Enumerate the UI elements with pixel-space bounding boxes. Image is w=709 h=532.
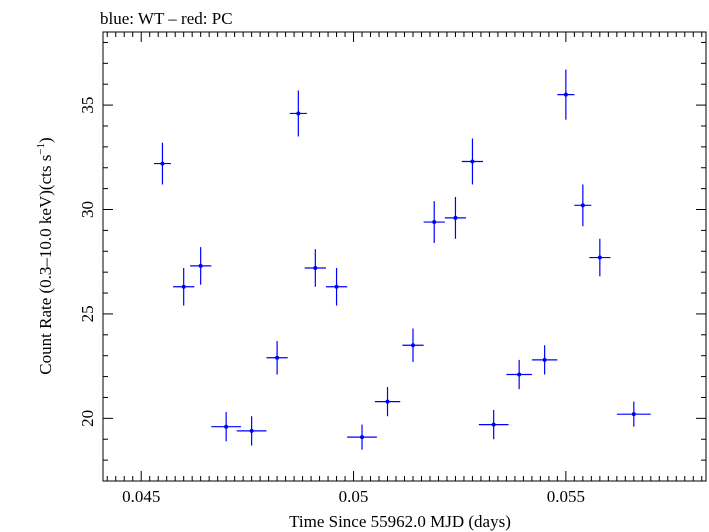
data-point <box>153 142 171 185</box>
point-marker <box>563 92 568 97</box>
point-marker <box>491 422 496 427</box>
point-marker <box>385 399 390 404</box>
point-marker <box>224 424 229 429</box>
point-marker <box>631 412 636 417</box>
y-tick-label: 20 <box>78 410 97 427</box>
tick-labels: 0.045 0.05 0.055 20 25 30 35 <box>78 97 585 506</box>
data-point <box>461 138 484 185</box>
point-marker <box>198 263 203 268</box>
data-point <box>211 412 242 442</box>
point-marker <box>181 284 186 289</box>
data-point <box>173 267 195 306</box>
point-marker <box>313 265 318 270</box>
data-point <box>574 184 592 227</box>
data-point <box>374 387 401 417</box>
point-marker <box>160 161 165 166</box>
data-point <box>325 267 348 306</box>
data-point <box>402 328 424 362</box>
point-marker <box>432 220 437 225</box>
point-marker <box>410 343 415 348</box>
x-tick-label: 0.05 <box>339 487 369 506</box>
point-marker <box>517 372 522 377</box>
data-point <box>557 69 575 120</box>
data-point <box>289 90 307 137</box>
data-point <box>190 247 212 285</box>
x-axis-label: Time Since 55962.0 MJD (days) <box>289 512 511 531</box>
data-point <box>304 249 326 287</box>
point-marker <box>470 159 475 164</box>
point-marker <box>296 111 301 116</box>
x-tick-label: 0.055 <box>547 487 585 506</box>
point-marker <box>597 255 602 260</box>
y-axis-label-main: Count Rate (0.3–10.0 keV)(cts s <box>36 155 55 375</box>
x-tick-label: 0.045 <box>122 487 160 506</box>
y-tick-label: 35 <box>78 97 97 114</box>
axis-ticks <box>103 32 706 482</box>
point-marker <box>334 284 339 289</box>
data-point <box>347 424 377 450</box>
y-axis-label-sup: −1 <box>35 143 47 155</box>
y-tick-label: 30 <box>78 201 97 218</box>
data-point <box>616 401 651 427</box>
point-marker <box>249 428 254 433</box>
point-marker <box>275 355 280 360</box>
data-point <box>444 196 467 239</box>
y-tick-label: 25 <box>78 305 97 322</box>
point-marker <box>360 435 365 440</box>
point-marker <box>542 357 547 362</box>
data-point <box>236 416 267 446</box>
point-marker <box>580 203 585 208</box>
data-points <box>153 69 651 450</box>
data-point <box>478 409 509 440</box>
data-point <box>266 341 288 375</box>
chart-title: blue: WT – red: PC <box>100 9 233 28</box>
data-point <box>589 238 611 277</box>
y-axis-label: Count Rate (0.3–10.0 keV)(cts s−1) <box>35 137 55 374</box>
point-marker <box>453 215 458 220</box>
data-point <box>531 345 558 375</box>
data-point <box>423 201 445 243</box>
plot-frame <box>102 31 707 482</box>
y-axis-label-end: ) <box>36 137 55 143</box>
data-point <box>506 359 532 390</box>
